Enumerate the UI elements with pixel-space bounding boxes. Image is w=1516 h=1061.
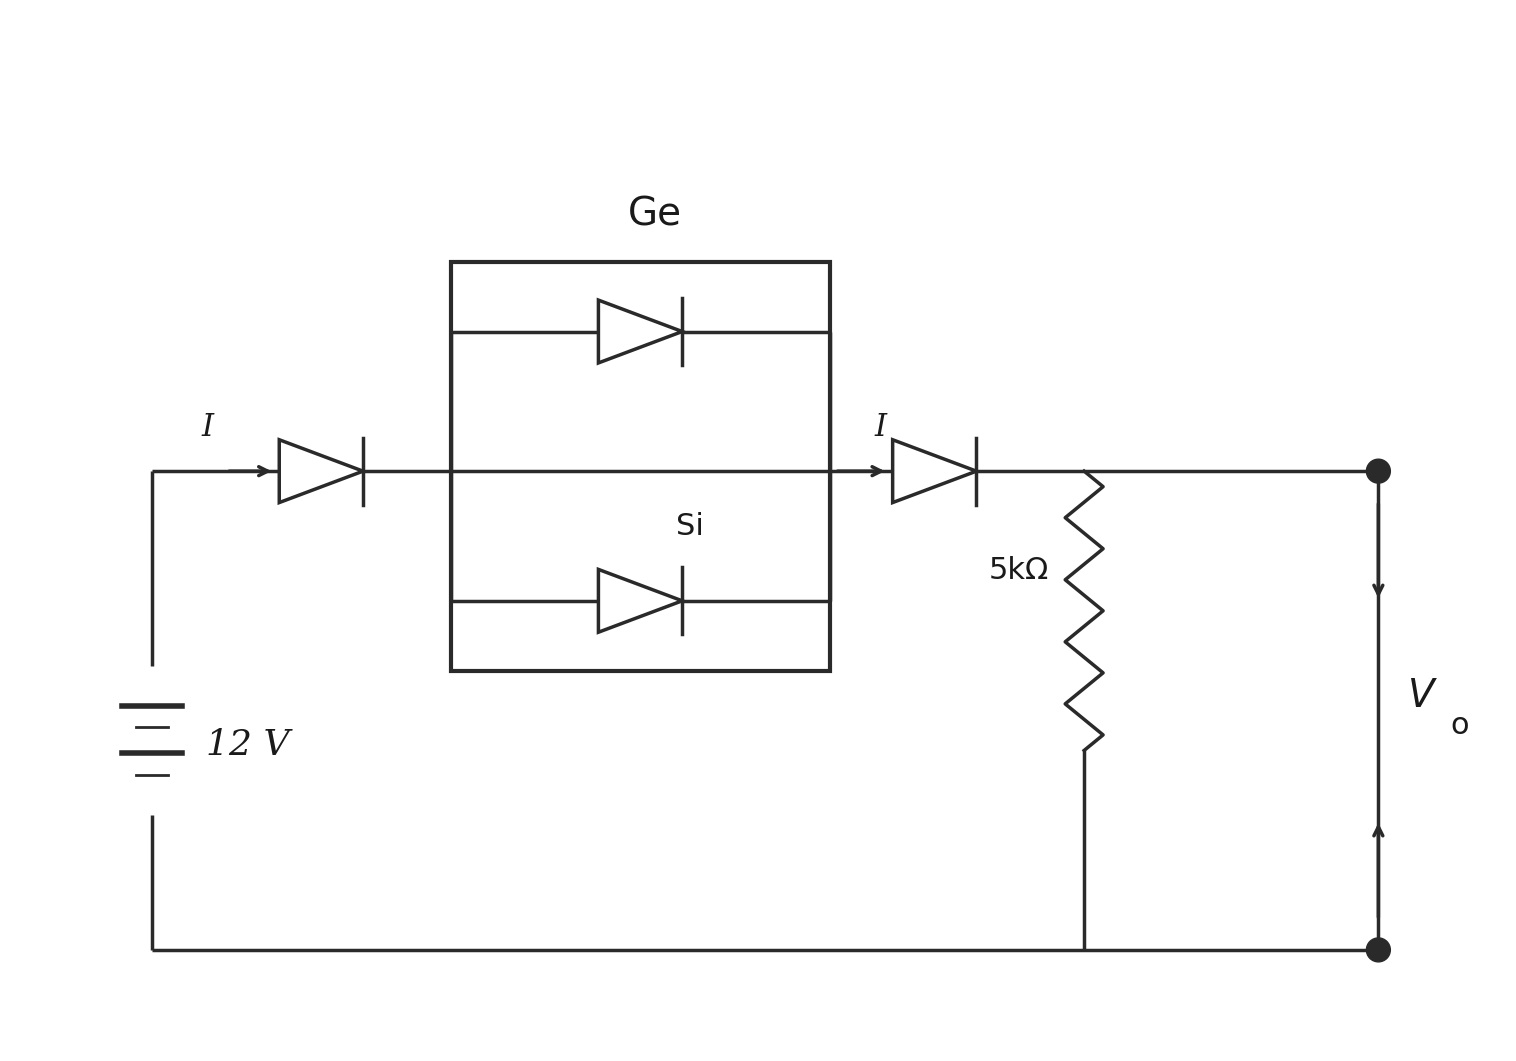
Circle shape xyxy=(1366,459,1390,483)
Bar xyxy=(450,262,829,671)
Text: V: V xyxy=(1408,677,1436,714)
Text: I: I xyxy=(875,413,887,443)
Text: o: o xyxy=(1451,711,1469,740)
Text: Ge: Ge xyxy=(628,196,682,233)
Text: Si: Si xyxy=(676,511,703,540)
Circle shape xyxy=(1366,938,1390,962)
Text: 5kΩ: 5kΩ xyxy=(988,556,1049,586)
Text: I: I xyxy=(202,413,214,443)
Text: 12 V: 12 V xyxy=(206,729,290,763)
